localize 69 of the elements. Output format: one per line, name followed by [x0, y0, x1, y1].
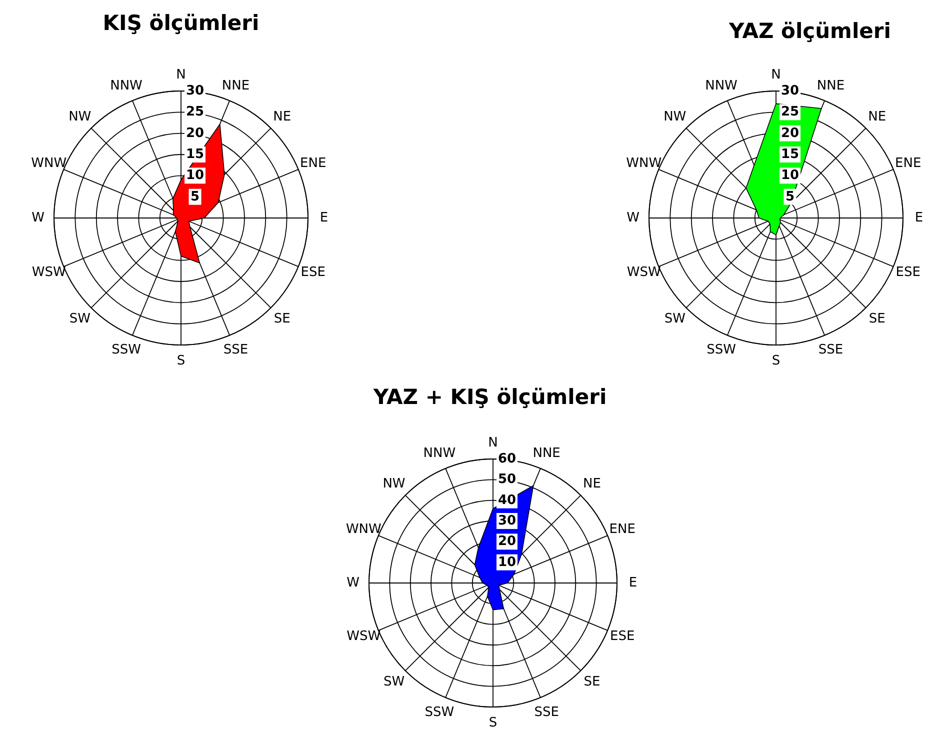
y-tick-label: 25 — [186, 104, 204, 120]
spoke-label: W — [626, 210, 640, 226]
spoke-label: WSW — [32, 265, 66, 280]
chart-title: YAZ + KIŞ ölçümleri — [372, 385, 607, 409]
spoke-label: SW — [383, 674, 405, 690]
spoke-label: S — [772, 354, 780, 368]
spoke-label: SE — [274, 312, 290, 327]
spoke-label: S — [176, 354, 186, 368]
spoke-label: NE — [868, 109, 886, 124]
spoke-label: NNW — [423, 446, 456, 462]
y-tick-label: 10 — [780, 168, 800, 184]
spoke-label: SSW — [112, 342, 142, 358]
spoke-label: SW — [664, 312, 686, 327]
spoke-label: NNW — [110, 78, 143, 94]
spoke-label: NW — [664, 109, 686, 124]
spoke-label: SSW — [424, 704, 454, 720]
chart-title: YAZ ölçümleri — [728, 19, 891, 43]
y-tick-label: 15 — [780, 147, 800, 162]
spoke-label: N — [771, 68, 781, 82]
y-tick-label: 15 — [186, 147, 204, 162]
spoke-label: WNW — [346, 522, 382, 537]
spoke-label: W — [346, 576, 360, 590]
spoke-label: SSE — [818, 342, 844, 358]
y-tick-label: 30 — [186, 84, 204, 98]
spoke-label: SSE — [223, 342, 248, 358]
spoke-label: ENE — [609, 522, 636, 537]
spoke-label: SSW — [706, 342, 736, 358]
y-tick-label: 10 — [186, 168, 204, 184]
y-tick-label: 10 — [498, 554, 516, 570]
spoke-label: NW — [68, 109, 92, 124]
spoke-label: NNW — [705, 78, 738, 94]
spoke-label: NE — [583, 476, 601, 492]
spoke-label: WNW — [31, 156, 67, 171]
spoke-label: N — [488, 436, 498, 450]
y-tick-label: 30 — [780, 84, 800, 98]
spoke-label: ESE — [896, 265, 920, 280]
spoke-label: SSE — [534, 704, 559, 720]
spoke-label: W — [32, 210, 45, 226]
spoke-label: N — [176, 68, 186, 82]
spoke-label: SE — [584, 674, 600, 690]
spoke-label: E — [628, 576, 638, 590]
y-tick-label: 40 — [498, 492, 516, 508]
spoke-label: NE — [273, 109, 292, 124]
spoke-label: SW — [69, 312, 91, 327]
spoke-label: ESE — [300, 265, 326, 280]
spoke-label: NNE — [532, 446, 560, 462]
y-tick-label: 20 — [780, 126, 800, 141]
spoke-label: SE — [868, 312, 886, 327]
y-tick-label: 25 — [780, 104, 800, 120]
spoke-label: S — [488, 716, 498, 730]
spoke-label: WNW — [626, 156, 662, 171]
spoke-label: ENE — [895, 156, 922, 171]
y-tick-label: 20 — [186, 126, 204, 141]
spoke-label: NNE — [222, 78, 250, 94]
y-tick-label: 50 — [498, 472, 516, 488]
y-tick-label: 30 — [498, 514, 516, 528]
spoke-label: WSW — [346, 629, 381, 644]
spoke-label: ESE — [610, 629, 635, 644]
chart-title: KIŞ ölçümleri — [102, 11, 260, 35]
spoke-label: ENE — [300, 156, 326, 171]
y-tick-label: 20 — [498, 534, 516, 550]
spoke-label: E — [320, 210, 328, 226]
y-tick-label: 5 — [190, 189, 200, 204]
y-tick-label: 60 — [498, 452, 516, 466]
spoke-label: WSW — [626, 265, 662, 280]
y-tick-label: 5 — [785, 189, 795, 204]
spoke-label: NW — [382, 476, 406, 492]
spoke-label: NNE — [816, 78, 845, 94]
spoke-label: E — [914, 210, 924, 226]
